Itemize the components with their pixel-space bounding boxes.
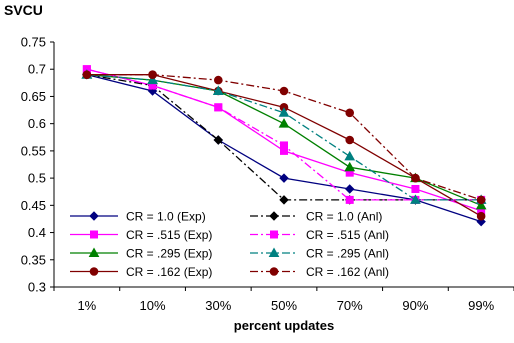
- data-point: [278, 107, 290, 117]
- legend-label: CR = .515 (Anl): [306, 228, 389, 242]
- data-point: [147, 74, 158, 85]
- data-point: [148, 70, 157, 79]
- data-point: [345, 195, 354, 204]
- data-point: [345, 108, 355, 118]
- legend-label: CR = .162 (Anl): [306, 265, 389, 279]
- legend-marker: [269, 211, 279, 221]
- data-point: [279, 86, 289, 96]
- y-tick-label: 0.6: [28, 116, 46, 131]
- data-point: [476, 211, 486, 221]
- x-tick-label: 1%: [77, 298, 96, 313]
- x-tick-label: 50%: [271, 298, 297, 313]
- legend: CR = 1.0 (Exp) CR = .515 (Exp) CR = .295 (…: [70, 210, 389, 279]
- data-point: [475, 199, 487, 210]
- legend-item: CR = .295 (Anl): [250, 247, 389, 261]
- legend-label: CR = .295 (Exp): [126, 247, 212, 261]
- data-point: [345, 184, 355, 194]
- x-tick-label: 10%: [140, 298, 166, 313]
- data-point: [411, 173, 420, 183]
- data-point: [278, 118, 290, 128]
- legend-label: CR = 1.0 (Anl): [306, 210, 382, 224]
- legend-item: CR = .515 (Anl): [250, 228, 389, 242]
- x-tick-label: 30%: [205, 298, 231, 313]
- legend-label: CR = .162 (Exp): [126, 265, 212, 279]
- x-tick-label: 90%: [402, 298, 428, 313]
- y-tick-label: 0.65: [21, 89, 46, 104]
- y-tick-label: 0.35: [21, 252, 46, 267]
- data-point: [344, 161, 356, 172]
- data-point: [214, 103, 223, 112]
- chart-title: SVCU: [4, 2, 43, 18]
- legend-label: CR = .515 (Exp): [126, 228, 212, 242]
- data-point: [280, 141, 288, 150]
- y-tick-label: 0.75: [21, 35, 46, 50]
- data-point: [476, 195, 486, 205]
- legend-marker: [88, 247, 100, 257]
- data-point: [345, 135, 355, 145]
- data-point: [411, 185, 420, 193]
- legend-marker: [89, 267, 99, 276]
- data-point: [213, 135, 223, 145]
- axis-ticks: 0.75 0.7 0.65 0.6 0.55 0.5 0.45 0.4 0.35 0.3 1% 10%…: [21, 35, 514, 313]
- legend-item: CR = 1.0 (Anl): [250, 210, 382, 224]
- data-point: [212, 85, 224, 95]
- y-tick-label: 0.55: [21, 143, 46, 158]
- legend-item: CR = .515 (Exp): [70, 228, 212, 242]
- legend-item: CR = .162 (Exp): [70, 265, 212, 279]
- legend-item: CR = .162 (Anl): [250, 265, 389, 279]
- legend-marker: [270, 230, 278, 239]
- legend-item: CR = 1.0 (Exp): [70, 210, 206, 224]
- y-tick-label: 0.45: [21, 198, 46, 213]
- legend-label: CR = 1.0 (Exp): [126, 210, 206, 224]
- legend-marker: [268, 247, 280, 257]
- data-point: [410, 194, 421, 204]
- y-tick-label: 0.4: [28, 225, 46, 240]
- y-tick-label: 0.3: [28, 280, 46, 295]
- legend-marker: [89, 211, 99, 221]
- data-point: [213, 75, 223, 85]
- y-tick-label: 0.7: [28, 62, 46, 77]
- x-tick-label: 99%: [468, 298, 494, 313]
- x-tick-label: 70%: [337, 298, 363, 313]
- data-point: [279, 195, 289, 205]
- series-group: [81, 65, 487, 227]
- legend-box: [66, 208, 414, 282]
- series-8: [82, 70, 486, 205]
- y-tick-label: 0.5: [28, 171, 46, 186]
- legend-label: CR = .295 (Anl): [306, 247, 389, 261]
- legend-item: CR = .295 (Exp): [70, 247, 212, 261]
- data-point: [82, 70, 92, 79]
- legend-marker: [90, 230, 98, 239]
- legend-marker: [269, 267, 279, 276]
- data-point: [344, 150, 356, 161]
- data-point: [279, 173, 289, 183]
- x-axis-label: percent updates: [234, 318, 334, 333]
